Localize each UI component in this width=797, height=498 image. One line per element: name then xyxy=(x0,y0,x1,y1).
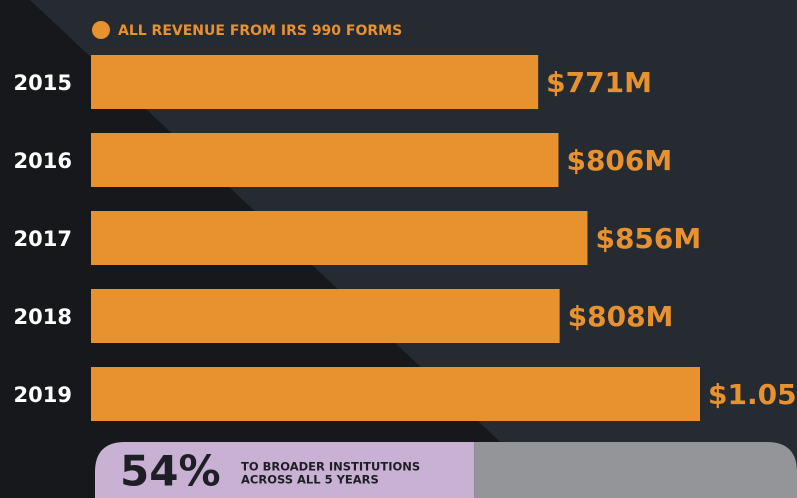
data-label: $856M xyxy=(595,222,701,255)
bar xyxy=(91,211,588,265)
summary-rest xyxy=(474,442,797,498)
bar xyxy=(91,55,539,109)
y-tick-label: 2018 xyxy=(14,305,72,329)
y-tick-label: 2017 xyxy=(14,227,72,251)
summary-text: ACROSS ALL 5 YEARS xyxy=(241,473,379,487)
data-label: $771M xyxy=(546,66,652,99)
bar xyxy=(91,133,559,187)
bar xyxy=(91,289,560,343)
summary-value: 54% xyxy=(120,447,221,496)
summary-bar xyxy=(95,442,475,498)
summary-text: TO BROADER INSTITUTIONS xyxy=(241,460,420,474)
y-tick-label: 2016 xyxy=(14,149,72,173)
bar xyxy=(91,367,700,421)
y-tick-label: 2015 xyxy=(14,71,72,95)
data-label: $808M xyxy=(568,300,674,333)
legend-label: ALL REVENUE FROM IRS 990 FORMS xyxy=(118,23,402,39)
data-label: $806M xyxy=(566,144,672,177)
data-label: $1.05B xyxy=(708,378,797,411)
y-tick-label: 2019 xyxy=(14,383,72,407)
legend-swatch xyxy=(92,21,110,39)
